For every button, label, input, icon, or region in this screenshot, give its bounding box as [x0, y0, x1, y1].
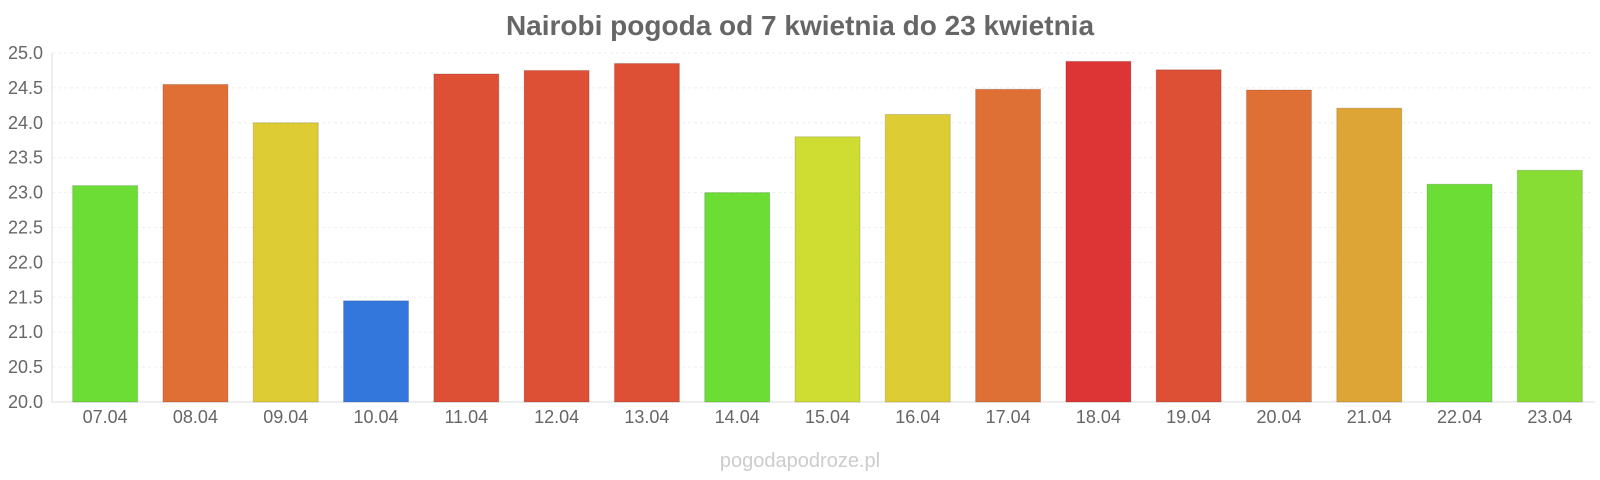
bar	[252, 122, 319, 403]
bar	[162, 83, 229, 403]
x-tick-label: 18.04	[1076, 407, 1121, 427]
bar	[523, 69, 590, 403]
bar	[1245, 89, 1312, 403]
x-tick-label: 21.04	[1347, 407, 1392, 427]
x-tick-label: 10.04	[354, 407, 399, 427]
x-tick-label: 23.04	[1527, 407, 1572, 427]
bar	[1155, 69, 1222, 403]
chart-title: Nairobi pogoda od 7 kwietnia do 23 kwiet…	[505, 10, 1095, 41]
x-axis: 07.04 08.04 09.04 10.04 11.04 12.04 13.04 14.04…	[83, 407, 1573, 427]
bar	[1336, 107, 1403, 403]
x-tick-label: 08.04	[173, 407, 218, 427]
bar	[72, 185, 139, 403]
watermark: pogodapodroze.pl	[719, 450, 881, 472]
x-tick-label: 19.04	[1166, 407, 1211, 427]
bar	[1065, 60, 1132, 403]
x-tick-label: 16.04	[895, 407, 940, 427]
bar	[1516, 169, 1583, 403]
x-tick-label: 22.04	[1437, 407, 1482, 427]
y-tick-label: 20.5	[8, 357, 43, 377]
y-tick-label: 22.0	[8, 252, 43, 272]
y-tick-label: 24.5	[8, 78, 43, 98]
y-tick-label: 21.0	[8, 322, 43, 342]
bar	[884, 113, 951, 403]
y-tick-label: 23.0	[8, 183, 43, 203]
bar	[794, 136, 861, 403]
bars	[72, 60, 1583, 403]
bar	[1426, 183, 1493, 403]
x-tick-label: 13.04	[624, 407, 669, 427]
x-tick-label: 17.04	[986, 407, 1031, 427]
y-tick-label: 24.0	[8, 113, 43, 133]
x-tick-label: 14.04	[715, 407, 760, 427]
bar	[613, 62, 680, 403]
y-tick-label: 22.5	[8, 218, 43, 238]
y-tick-label: 20.0	[8, 392, 43, 412]
y-tick-label: 21.5	[8, 287, 43, 307]
x-tick-label: 20.04	[1256, 407, 1301, 427]
x-tick-label: 11.04	[444, 407, 488, 427]
bar	[975, 88, 1042, 403]
y-tick-label: 23.5	[8, 148, 43, 168]
x-tick-label: 09.04	[263, 407, 308, 427]
bar	[704, 192, 771, 403]
x-tick-label: 12.04	[534, 407, 579, 427]
x-tick-label: 15.04	[805, 407, 850, 427]
bar	[433, 73, 500, 403]
bar	[343, 300, 410, 403]
x-tick-label: 07.04	[83, 407, 128, 427]
y-tick-label: 25.0	[8, 43, 43, 63]
